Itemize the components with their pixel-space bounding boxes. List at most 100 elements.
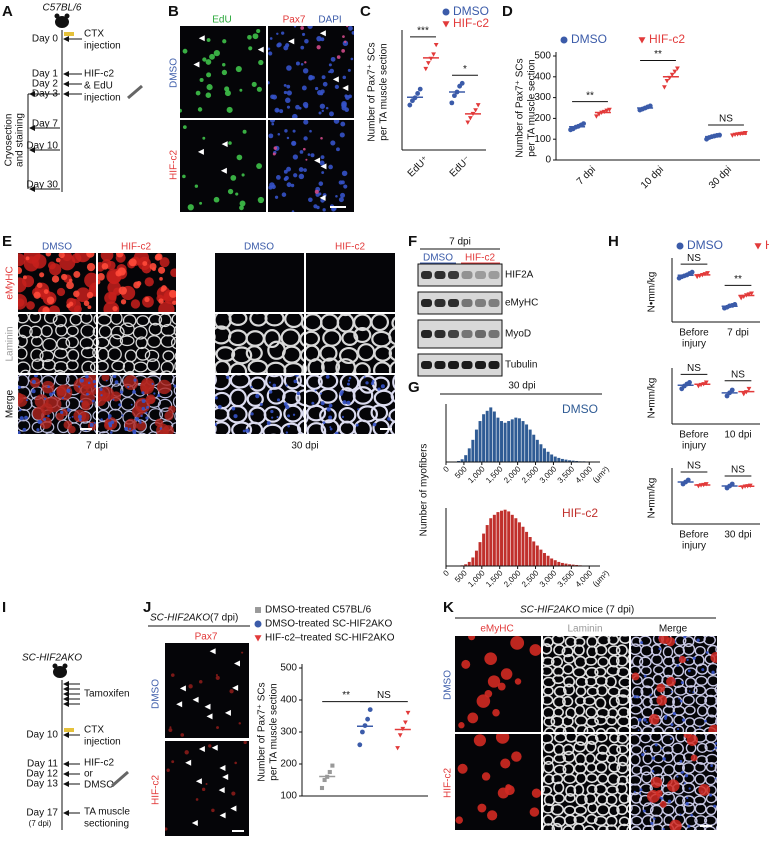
cell-outline [89,361,96,373]
cell-signal [287,424,290,428]
cell-outline [563,814,577,826]
cell-outline [714,685,717,694]
cell-signal [713,804,717,808]
micrograph-bg [268,26,354,118]
cell-signal [268,390,273,394]
cell-outline [718,726,730,735]
cell-signal [495,734,510,744]
cell-outline [715,645,717,654]
cell-signal [145,416,149,420]
event-label: injection [84,737,121,748]
cell-signal [708,724,717,732]
cell-signal [224,90,231,97]
cell-signal [314,86,319,91]
data-point [664,79,670,84]
cell-outline [320,419,340,434]
cell-signal [328,403,333,408]
cell-signal [217,404,222,409]
histogram-bar [575,460,579,462]
cell-outline [283,375,302,390]
cell-signal [213,196,220,203]
cell-signal [273,146,278,150]
cell-signal [321,109,325,113]
cell-signal [344,107,350,113]
blot-band [475,361,486,369]
significance-label: ** [734,274,742,285]
cell-signal [100,394,103,397]
cell-signal [387,417,391,421]
y-axis-label: per TA muscle section [269,683,280,780]
cell-signal [348,376,352,380]
cell-signal [497,682,506,691]
cell-outline [716,837,728,841]
cell-outline [617,687,629,698]
cell-signal [656,694,668,706]
column-label: Merge [659,624,688,635]
y-axis-label: N•mm/kg [647,378,658,419]
cell-signal [162,425,174,434]
cell-outline [18,361,31,373]
cell-signal [227,188,234,195]
cell-signal [341,170,348,177]
cell-outline [551,822,563,830]
cell-signal [637,695,640,699]
cell-outline [302,407,304,419]
day-label: Day 12 [26,769,58,780]
event-label: sectioning [84,819,129,830]
cell-signal [231,406,236,411]
data-point [746,292,752,297]
cell-signal [322,81,328,87]
y-tick-label: 0 [545,155,551,166]
cell-outline [563,653,575,664]
day-label: Day 13 [26,779,58,790]
arrowhead [197,148,204,155]
cell-signal [157,379,172,395]
cell-outline [642,824,655,830]
data-point [365,716,370,722]
cell-signal [18,277,27,293]
cell-outline [148,314,163,326]
column-label: HIF-c2 [335,242,365,253]
cell-signal [638,718,642,722]
cell-signal [199,77,204,83]
cell-signal [75,287,91,303]
data-point [672,69,678,74]
cell-signal [195,798,199,801]
cell-outline [595,761,608,774]
cell-outline [651,725,665,732]
legend-marker [560,36,568,44]
x-tick-label: 7 dpi [727,328,749,339]
y-tick-label: 400 [280,695,297,706]
row-label: HIF-c2 [151,775,162,805]
cell-signal [303,168,307,172]
legend-label: HIF-c2 [453,16,489,30]
cell-signal [68,278,73,283]
cell-signal [205,92,212,98]
cell-outline [249,441,266,455]
cell-outline [370,314,390,332]
panel-letter: D [502,3,513,20]
cell-outline [685,825,697,830]
histogram-bar [546,555,550,566]
cell-signal [37,419,42,425]
cell-outline [158,314,172,328]
cell-signal [320,136,323,140]
day-note: (7 dpi) [29,819,52,828]
blot-band [448,271,459,279]
cell-signal [110,391,122,402]
cell-outline [618,792,629,805]
cell-signal [170,673,175,677]
cell-signal [86,392,89,396]
cell-signal [153,392,156,395]
micrograph [306,253,395,312]
cell-signal [686,658,689,661]
cell-outline [626,707,629,716]
cell-signal [500,668,513,680]
cell-outline [595,644,608,656]
cell-signal [119,390,124,394]
arrowhead [206,713,213,720]
cell-signal [77,414,82,419]
cell-signal [308,75,313,81]
cell-outline [574,805,587,816]
cell-signal [180,733,185,737]
